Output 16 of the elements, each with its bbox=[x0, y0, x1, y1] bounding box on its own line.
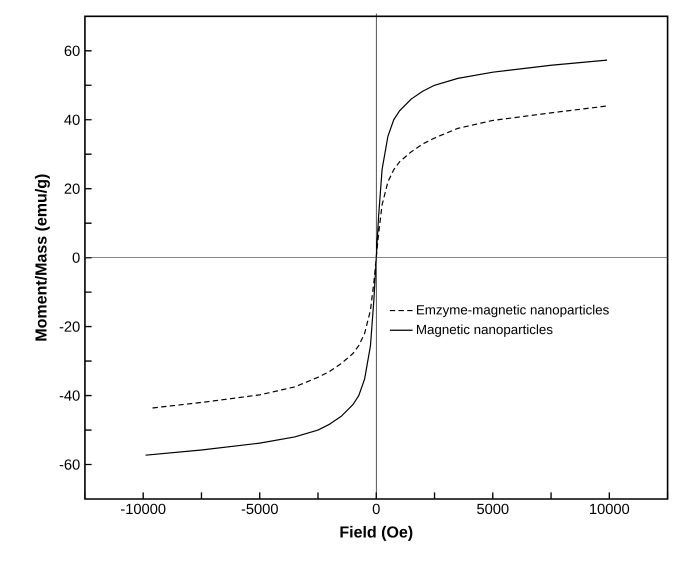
y-tick-label: 0 bbox=[72, 252, 80, 263]
y-tick-label: -40 bbox=[60, 390, 80, 401]
x-tick-label: -5000 bbox=[242, 504, 278, 514]
y-axis-title: Moment/Mass (emu/g) bbox=[34, 174, 50, 341]
x-tick-label: -10000 bbox=[121, 504, 166, 514]
y-tick-label: 60 bbox=[64, 46, 80, 56]
x-tick-label: 5000 bbox=[477, 504, 509, 514]
y-tick-label: -20 bbox=[60, 321, 80, 332]
legend-label: Magnetic nanoparticles bbox=[416, 324, 552, 337]
y-tick-label: -60 bbox=[60, 459, 80, 470]
x-axis-title: Field (Oe) bbox=[340, 526, 412, 541]
y-tick-label: 40 bbox=[64, 114, 80, 125]
y-tick-label: 20 bbox=[64, 184, 80, 194]
x-tick-label: 0 bbox=[372, 504, 380, 514]
legend-label: Emzyme-magnetic nanoparticles bbox=[416, 304, 609, 318]
x-tick-label: 10000 bbox=[590, 504, 630, 514]
